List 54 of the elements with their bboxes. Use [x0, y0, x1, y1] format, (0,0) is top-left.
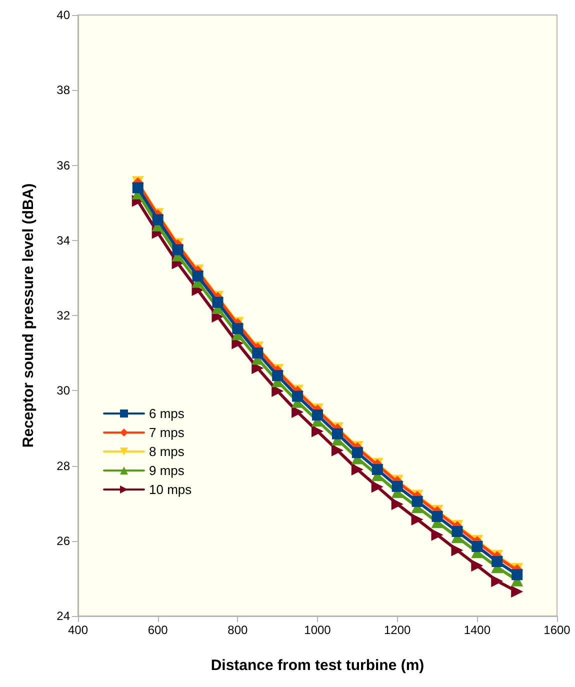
y-tick-label: 28 [56, 458, 70, 473]
point [452, 526, 463, 537]
point [392, 480, 403, 492]
x-axis-title: Distance from test turbine (m) [210, 657, 424, 674]
point [172, 244, 184, 256]
point [512, 569, 523, 580]
y-tick-label: 26 [56, 534, 70, 548]
point [272, 370, 284, 382]
point [492, 556, 503, 568]
point [352, 447, 363, 458]
y-tick-label: 32 [56, 308, 70, 322]
x-tick-label: 800 [228, 623, 248, 637]
x-tick-label: 1600 [544, 623, 571, 637]
point [212, 296, 224, 308]
x-tick-label: 1400 [464, 623, 491, 637]
point [192, 270, 204, 282]
legend-label: 8 mps [149, 444, 185, 459]
y-tick-label: 40 [56, 8, 70, 22]
y-axis-title: Receptor sound pressure level (dBA) [20, 183, 37, 448]
point [252, 362, 264, 374]
y-tick-label: 24 [56, 609, 70, 623]
point [292, 390, 304, 402]
y-tick-label: 36 [56, 158, 70, 172]
y-tick-label: 30 [56, 384, 70, 398]
point [371, 480, 384, 493]
point [332, 428, 343, 440]
point [411, 513, 424, 526]
legend-label: 9 mps [149, 463, 185, 478]
point [372, 464, 383, 476]
point [432, 510, 443, 522]
point [391, 498, 404, 510]
x-tick-label: 1200 [384, 623, 412, 637]
point [232, 323, 244, 334]
point [471, 560, 484, 572]
point [351, 464, 364, 476]
y-tick-label: 34 [56, 233, 70, 248]
point [451, 544, 464, 556]
legend-label: 10 mps [149, 482, 192, 497]
y-tick-label: 38 [56, 83, 70, 98]
point [152, 214, 164, 226]
point [132, 182, 144, 194]
point [272, 385, 284, 397]
x-tick-label: 400 [68, 623, 88, 637]
point [412, 496, 423, 507]
legend-label: 6 mps [149, 406, 185, 421]
point [252, 348, 264, 359]
point [511, 586, 524, 598]
x-tick-label: 600 [148, 623, 168, 637]
point [491, 575, 504, 588]
x-tick-label: 1000 [304, 623, 332, 637]
point [431, 528, 444, 541]
point [312, 410, 323, 421]
legend-label: 7 mps [149, 425, 185, 440]
point [472, 541, 483, 552]
